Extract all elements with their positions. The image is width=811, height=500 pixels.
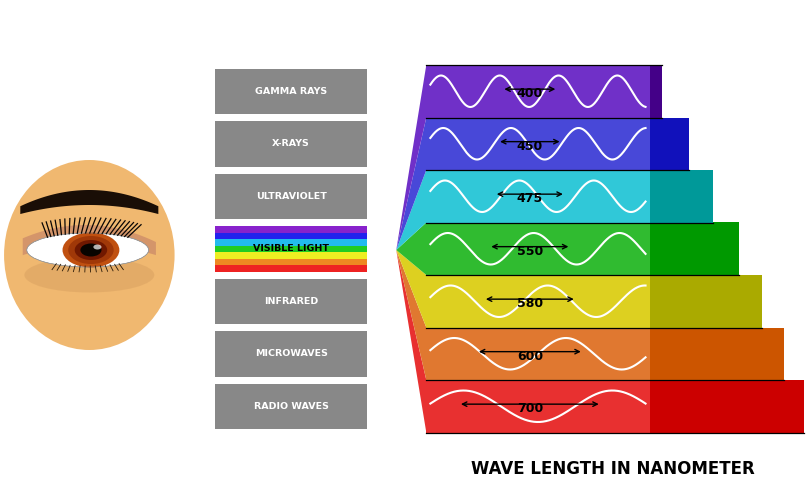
- Bar: [426, 222, 649, 275]
- Polygon shape: [396, 65, 426, 250]
- Bar: [426, 380, 649, 432]
- Text: 580: 580: [516, 298, 543, 310]
- Bar: [649, 170, 712, 222]
- Polygon shape: [396, 222, 426, 275]
- Text: 475: 475: [516, 192, 543, 205]
- Text: VISIBLE LIGHT: VISIBLE LIGHT: [253, 244, 328, 253]
- Text: 450: 450: [516, 140, 543, 153]
- Bar: [215, 384, 367, 429]
- Circle shape: [80, 244, 101, 256]
- Ellipse shape: [27, 233, 148, 267]
- Text: X-RAYS: X-RAYS: [272, 139, 310, 148]
- Ellipse shape: [4, 160, 174, 350]
- Text: ULTRAVIOLET: ULTRAVIOLET: [255, 192, 326, 201]
- Bar: [215, 246, 367, 252]
- Text: GAMMA RAYS: GAMMA RAYS: [255, 87, 327, 96]
- Polygon shape: [396, 250, 426, 432]
- Bar: [215, 232, 367, 239]
- Polygon shape: [20, 190, 158, 214]
- Bar: [426, 275, 649, 328]
- Bar: [215, 258, 367, 265]
- Bar: [215, 252, 367, 258]
- Bar: [426, 328, 649, 380]
- Bar: [649, 118, 688, 170]
- Circle shape: [62, 232, 119, 268]
- Polygon shape: [396, 250, 426, 328]
- Polygon shape: [396, 170, 426, 250]
- Polygon shape: [396, 250, 426, 380]
- Bar: [649, 222, 738, 275]
- Bar: [215, 174, 367, 219]
- Bar: [215, 121, 367, 166]
- Bar: [426, 65, 649, 118]
- Bar: [649, 380, 803, 432]
- Bar: [215, 239, 367, 246]
- Text: MICROWAVES: MICROWAVES: [255, 349, 327, 358]
- Circle shape: [93, 244, 101, 250]
- Polygon shape: [396, 118, 426, 250]
- Text: 400: 400: [516, 88, 543, 101]
- Bar: [215, 265, 367, 272]
- Text: 700: 700: [516, 402, 543, 415]
- Bar: [426, 170, 649, 222]
- Ellipse shape: [24, 258, 154, 292]
- Text: 550: 550: [516, 245, 543, 258]
- Polygon shape: [23, 225, 156, 255]
- Text: RADIO WAVES: RADIO WAVES: [253, 402, 328, 411]
- Text: WAVE LENGTH IN NANOMETER: WAVE LENGTH IN NANOMETER: [470, 460, 754, 477]
- Bar: [215, 278, 367, 324]
- Circle shape: [68, 236, 114, 264]
- Circle shape: [75, 240, 107, 260]
- Bar: [215, 226, 367, 232]
- Bar: [215, 331, 367, 376]
- Bar: [215, 68, 367, 114]
- Text: INFRARED: INFRARED: [264, 297, 318, 306]
- Bar: [649, 328, 783, 380]
- Bar: [649, 275, 761, 328]
- Text: 600: 600: [516, 350, 543, 363]
- Bar: [649, 65, 661, 118]
- Bar: [426, 118, 649, 170]
